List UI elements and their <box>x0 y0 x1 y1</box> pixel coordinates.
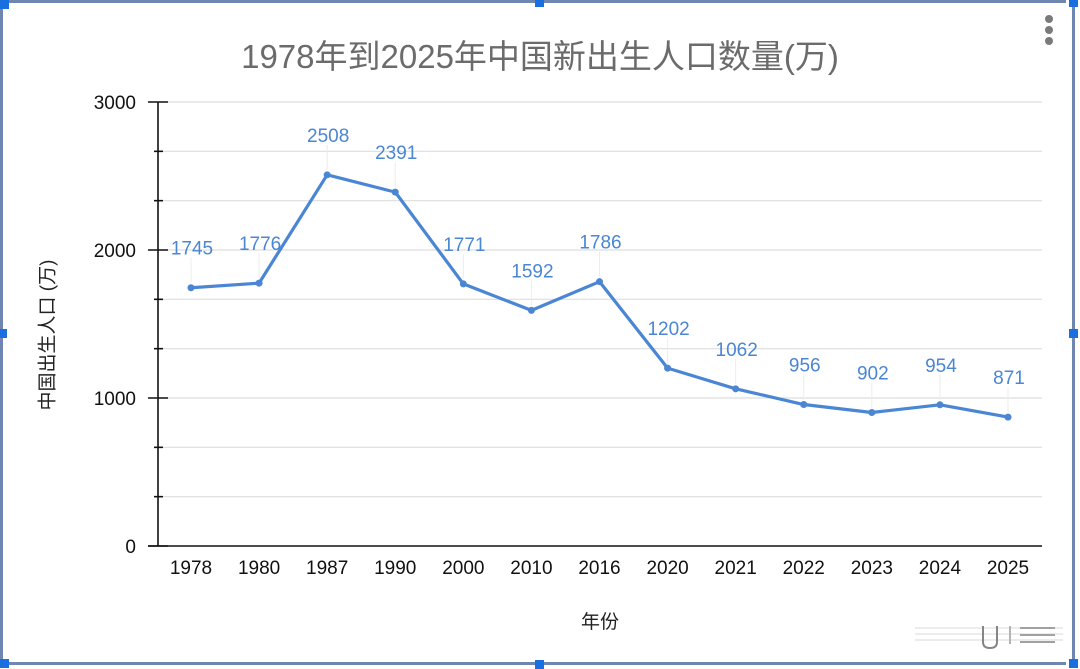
data-label: 1202 <box>647 319 689 340</box>
data-point[interactable] <box>391 188 399 196</box>
data-point[interactable] <box>187 284 195 292</box>
resize-handle-bottom-right[interactable] <box>1069 659 1078 668</box>
x-tick-label: 2022 <box>783 558 825 579</box>
y-tick-label: 0 <box>125 537 136 558</box>
x-tick-label: 2010 <box>510 558 552 579</box>
data-point[interactable] <box>936 401 944 409</box>
data-label: 1592 <box>511 261 553 282</box>
data-label: 956 <box>789 356 821 377</box>
x-tick-label: 2024 <box>919 558 962 579</box>
data-label: 871 <box>993 368 1025 389</box>
x-tick-label: 2023 <box>851 558 893 579</box>
data-label: 2508 <box>307 126 349 147</box>
data-label: 1771 <box>443 235 485 256</box>
resize-handle-left[interactable] <box>0 329 7 338</box>
x-tick-label: 1987 <box>306 558 348 579</box>
y-axis-title: 中国出生人口 (万) <box>37 259 59 411</box>
x-tick-label: 2025 <box>987 558 1029 579</box>
data-point[interactable] <box>868 409 876 417</box>
data-point[interactable] <box>664 364 672 372</box>
data-point[interactable] <box>732 385 740 393</box>
y-tick-label: 2000 <box>94 241 136 262</box>
resize-handle-right[interactable] <box>1069 329 1078 338</box>
data-point[interactable] <box>323 171 331 179</box>
resize-handle-top-left[interactable] <box>0 0 9 9</box>
x-axis-title: 年份 <box>580 612 620 633</box>
data-point[interactable] <box>1004 413 1012 421</box>
x-tick-label: 2000 <box>442 558 484 579</box>
data-label: 2391 <box>375 143 417 164</box>
x-tick-label: 1990 <box>374 558 416 579</box>
data-point[interactable] <box>527 306 535 314</box>
y-tick-label: 3000 <box>94 93 136 114</box>
x-tick-label: 1978 <box>170 558 212 579</box>
resize-handle-top[interactable] <box>535 0 544 7</box>
y-tick-label: 1000 <box>94 389 136 410</box>
data-label: 1062 <box>716 340 758 361</box>
data-point[interactable] <box>255 279 263 287</box>
data-point[interactable] <box>800 401 808 409</box>
resize-handle-bottom[interactable] <box>535 660 544 669</box>
x-tick-label: 2021 <box>715 558 757 579</box>
data-label: 954 <box>925 356 957 377</box>
x-tick-label: 1980 <box>238 558 280 579</box>
data-label: 1776 <box>239 234 281 255</box>
resize-handle-top-right[interactable] <box>1069 0 1078 7</box>
data-label: 1745 <box>171 239 213 260</box>
resize-handle-bottom-left[interactable] <box>0 659 9 668</box>
chart-title: 1978年到2025年中国新出生人口数量(万) <box>241 38 839 75</box>
data-label: 1786 <box>579 233 621 254</box>
data-label: 902 <box>857 364 889 385</box>
data-point[interactable] <box>459 280 467 288</box>
x-tick-label: 2016 <box>578 558 620 579</box>
watermark-logo-icon <box>915 626 1063 650</box>
more-vert-icon[interactable] <box>1042 15 1056 47</box>
data-point[interactable] <box>596 278 603 286</box>
x-tick-label: 2020 <box>646 558 688 579</box>
